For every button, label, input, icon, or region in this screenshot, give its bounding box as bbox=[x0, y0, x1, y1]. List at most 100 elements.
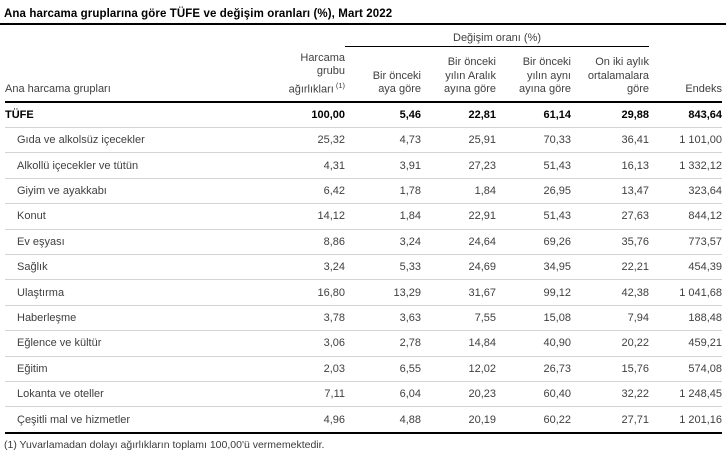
row-label: Sağlık bbox=[5, 254, 255, 281]
row-value-index: 323,64 bbox=[649, 178, 723, 205]
row-value-index: 459,21 bbox=[649, 330, 723, 357]
table-row: Lokanta ve oteller 7,11 6,04 20,23 60,40… bbox=[5, 381, 723, 408]
row-value-monthly: 3,63 bbox=[345, 305, 421, 332]
table-body: TÜFE 100,00 5,46 22,81 61,14 29,88 843,6… bbox=[5, 101, 723, 434]
row-value-weight: 3,78 bbox=[255, 305, 345, 332]
row-value-monthly: 4,73 bbox=[345, 127, 421, 154]
row-value-vs-december: 1,84 bbox=[421, 178, 496, 205]
row-value-monthly: 4,88 bbox=[345, 406, 421, 434]
group-header-spacer-right bbox=[649, 25, 722, 47]
row-label: TÜFE bbox=[5, 101, 255, 129]
row-value-weight: 7,11 bbox=[255, 381, 345, 408]
table-row: Alkollü içecekler ve tütün 4,31 3,91 27,… bbox=[5, 152, 723, 179]
row-value-index: 844,12 bbox=[649, 203, 723, 230]
col-header-monthly: Bir önceki aya göre bbox=[345, 46, 421, 103]
row-value-vs-december: 24,64 bbox=[421, 229, 496, 256]
table-row: Gıda ve alkolsüz içecekler 25,32 4,73 25… bbox=[5, 127, 723, 154]
row-value-vs-december: 22,81 bbox=[421, 101, 496, 129]
row-value-vs-same-month: 51,43 bbox=[496, 152, 571, 179]
row-value-twelve-month-avg: 22,21 bbox=[571, 254, 650, 281]
row-value-index: 773,57 bbox=[649, 229, 723, 256]
table-row: Sağlık 3,24 5,33 24,69 34,95 22,21 454,3… bbox=[5, 254, 723, 281]
row-label: Ulaştırma bbox=[5, 279, 255, 306]
row-value-twelve-month-avg: 27,63 bbox=[571, 203, 650, 230]
row-value-twelve-month-avg: 7,94 bbox=[571, 305, 650, 332]
row-value-index: 1 101,00 bbox=[649, 127, 723, 154]
group-header-spacer bbox=[5, 25, 345, 47]
row-value-index: 1 041,68 bbox=[649, 279, 723, 306]
row-value-vs-december: 12,02 bbox=[421, 356, 496, 382]
footnote-ref-marker: (1) bbox=[335, 80, 345, 90]
row-value-monthly: 13,29 bbox=[345, 279, 421, 306]
row-value-vs-december: 27,23 bbox=[421, 152, 496, 179]
row-value-vs-december: 7,55 bbox=[421, 305, 496, 332]
row-value-vs-same-month: 60,40 bbox=[496, 381, 571, 408]
column-header-row: Ana harcama grupları Harcama grubu ağırl… bbox=[5, 46, 723, 103]
group-header-row: Değişim oranı (%) bbox=[5, 25, 722, 47]
row-value-vs-same-month: 26,95 bbox=[496, 178, 571, 205]
row-value-weight: 4,31 bbox=[255, 152, 345, 179]
row-value-vs-december: 14,84 bbox=[421, 330, 496, 357]
table-row: Eğitim 2,03 6,55 12,02 26,73 15,76 574,0… bbox=[5, 356, 723, 382]
row-value-twelve-month-avg: 15,76 bbox=[571, 356, 650, 382]
page-title: Ana harcama gruplarına göre TÜFE ve deği… bbox=[0, 0, 726, 25]
row-value-vs-december: 20,23 bbox=[421, 381, 496, 408]
row-label: Çeşitli mal ve hizmetler bbox=[5, 406, 255, 434]
row-value-monthly: 2,78 bbox=[345, 330, 421, 357]
row-value-monthly: 3,24 bbox=[345, 229, 421, 256]
row-value-twelve-month-avg: 42,38 bbox=[571, 279, 650, 306]
row-value-monthly: 3,91 bbox=[345, 152, 421, 179]
table-row: Eğlence ve kültür 3,06 2,78 14,84 40,90 … bbox=[5, 330, 723, 357]
row-value-monthly: 1,84 bbox=[345, 203, 421, 230]
tufe-table: Değişim oranı (%) Ana harcama grupları H… bbox=[5, 25, 723, 434]
row-label: Konut bbox=[5, 203, 255, 230]
group-header-change-rate: Değişim oranı (%) bbox=[345, 25, 650, 47]
table-row: Haberleşme 3,78 3,63 7,55 15,08 7,94 188… bbox=[5, 305, 723, 332]
row-value-twelve-month-avg: 20,22 bbox=[571, 330, 650, 357]
row-label: Ev eşyası bbox=[5, 229, 255, 256]
col-header-twelve-month-avg: On iki aylık ortalamalara göre bbox=[571, 46, 650, 103]
row-value-weight: 14,12 bbox=[255, 203, 345, 230]
row-value-monthly: 6,55 bbox=[345, 356, 421, 382]
row-value-index: 188,48 bbox=[649, 305, 723, 332]
row-value-twelve-month-avg: 35,76 bbox=[571, 229, 650, 256]
group-header-label: Değişim oranı (%) bbox=[453, 32, 542, 44]
row-value-weight: 16,80 bbox=[255, 279, 345, 306]
row-value-twelve-month-avg: 27,71 bbox=[571, 406, 650, 434]
row-label: Gıda ve alkolsüz içecekler bbox=[5, 127, 255, 154]
row-label: Lokanta ve oteller bbox=[5, 381, 255, 408]
col-header-index: Endeks bbox=[649, 46, 723, 103]
row-value-twelve-month-avg: 16,13 bbox=[571, 152, 650, 179]
row-value-vs-december: 20,19 bbox=[421, 406, 496, 434]
row-value-vs-same-month: 51,43 bbox=[496, 203, 571, 230]
table-row: Ev eşyası 8,86 3,24 24,64 69,26 35,76 77… bbox=[5, 229, 723, 256]
row-value-vs-same-month: 61,14 bbox=[496, 101, 571, 129]
row-value-vs-same-month: 40,90 bbox=[496, 330, 571, 357]
row-value-monthly: 1,78 bbox=[345, 178, 421, 205]
row-value-monthly: 5,33 bbox=[345, 254, 421, 281]
row-value-weight: 8,86 bbox=[255, 229, 345, 256]
row-value-weight: 6,42 bbox=[255, 178, 345, 205]
row-label: Alkollü içecekler ve tütün bbox=[5, 152, 255, 179]
row-value-vs-same-month: 70,33 bbox=[496, 127, 571, 154]
row-value-weight: 100,00 bbox=[255, 101, 345, 129]
row-value-index: 1 332,12 bbox=[649, 152, 723, 179]
table-header: Değişim oranı (%) Ana harcama grupları H… bbox=[5, 25, 723, 103]
col-header-vs-december: Bir önceki yılın Aralık ayına göre bbox=[421, 46, 496, 103]
row-value-vs-december: 24,69 bbox=[421, 254, 496, 281]
table-row: Ulaştırma 16,80 13,29 31,67 99,12 42,38 … bbox=[5, 279, 723, 306]
row-value-monthly: 6,04 bbox=[345, 381, 421, 408]
row-value-index: 574,08 bbox=[649, 356, 723, 382]
row-value-index: 1 248,45 bbox=[649, 381, 723, 408]
row-value-vs-same-month: 60,22 bbox=[496, 406, 571, 434]
table-row: Çeşitli mal ve hizmetler 4,96 4,88 20,19… bbox=[5, 406, 723, 434]
row-label: Haberleşme bbox=[5, 305, 255, 332]
row-value-twelve-month-avg: 13,47 bbox=[571, 178, 650, 205]
table-row: Giyim ve ayakkabı 6,42 1,78 1,84 26,95 1… bbox=[5, 178, 723, 205]
row-value-vs-same-month: 26,73 bbox=[496, 356, 571, 382]
footnote: (1) Yuvarlamadan dolayı ağırlıkların top… bbox=[4, 438, 325, 451]
row-label: Giyim ve ayakkabı bbox=[5, 178, 255, 205]
row-value-twelve-month-avg: 32,22 bbox=[571, 381, 650, 408]
row-value-vs-december: 25,91 bbox=[421, 127, 496, 154]
